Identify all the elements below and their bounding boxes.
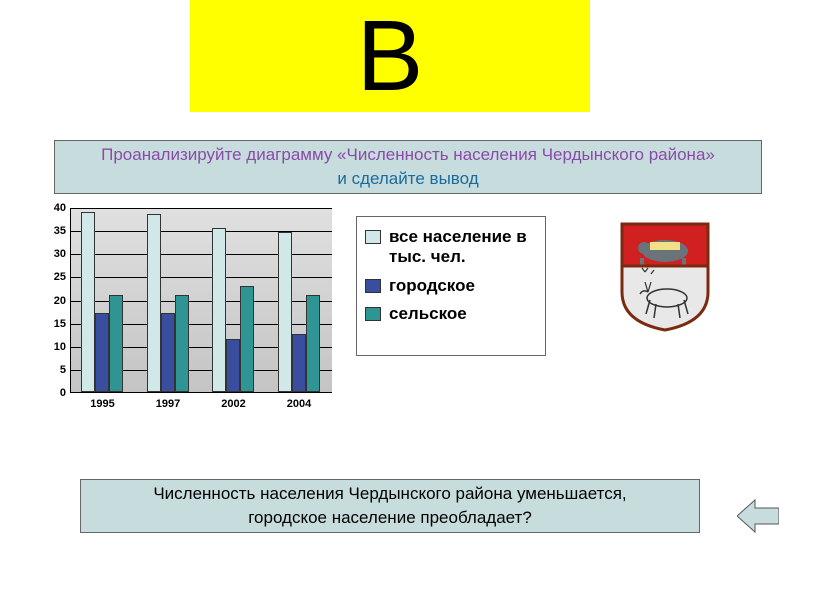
x-axis-label: 2002 [221, 398, 245, 410]
bar [161, 313, 175, 392]
bar-group [147, 214, 189, 392]
legend-item: сельское [365, 304, 537, 324]
instruction-line2: и сделайте вывод [337, 167, 478, 191]
legend-label: сельское [389, 304, 467, 324]
coat-of-arms [620, 222, 710, 332]
bar [292, 334, 306, 392]
bar [212, 228, 226, 392]
instruction-line1: Проанализируйте диаграмму «Численность н… [101, 143, 715, 167]
bar-group [81, 212, 123, 392]
conclusion-line2: городское население преобладает? [248, 506, 532, 530]
grid-line [71, 208, 332, 209]
legend-label: городское [389, 276, 475, 296]
bar [240, 286, 254, 392]
back-button[interactable] [737, 498, 779, 534]
population-chart: 1995199720022004 0510152025303540 [40, 208, 340, 418]
legend-label: все население в тыс. чел. [389, 227, 537, 268]
y-axis-label: 35 [40, 225, 66, 237]
conclusion-box: Численность населения Чердынского района… [80, 479, 700, 533]
bar [306, 295, 320, 392]
bar-group [278, 232, 320, 392]
arrow-left-icon [737, 500, 779, 532]
y-axis-label: 5 [40, 364, 66, 376]
x-axis-label: 1995 [90, 398, 114, 410]
bar-group [212, 228, 254, 392]
bar [226, 339, 240, 392]
y-axis-label: 10 [40, 341, 66, 353]
legend-item: городское [365, 276, 537, 296]
y-axis-label: 20 [40, 295, 66, 307]
instruction-box: Проанализируйте диаграмму «Численность н… [54, 140, 762, 194]
bar [175, 295, 189, 392]
title-box: В [190, 0, 590, 112]
legend-swatch [365, 307, 381, 321]
y-axis-label: 0 [40, 387, 66, 399]
bar [109, 295, 123, 392]
bar [147, 214, 161, 392]
bar [278, 232, 292, 392]
legend-swatch [365, 230, 381, 244]
title-letter: В [357, 0, 424, 114]
chart-plot: 1995199720022004 [70, 208, 332, 393]
bar [81, 212, 95, 392]
legend-swatch [365, 279, 381, 293]
legend-item: все население в тыс. чел. [365, 227, 537, 268]
x-axis-label: 1997 [156, 398, 180, 410]
y-axis-label: 30 [40, 248, 66, 260]
y-axis-label: 15 [40, 318, 66, 330]
y-axis-label: 40 [40, 202, 66, 214]
conclusion-line1: Численность населения Чердынского района… [153, 482, 626, 506]
bar [95, 313, 109, 392]
x-axis-label: 2004 [287, 398, 311, 410]
chart-legend: все население в тыс. чел. городское сельск… [356, 216, 546, 356]
y-axis-label: 25 [40, 271, 66, 283]
